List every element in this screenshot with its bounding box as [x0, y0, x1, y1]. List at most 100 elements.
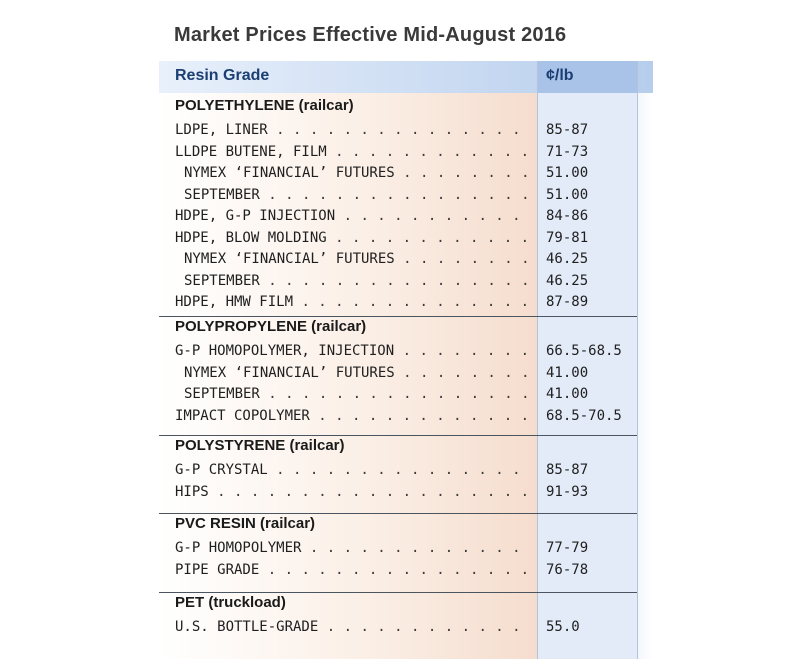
price-value: 91-93 [546, 483, 589, 500]
leader-dots: . . . . . . . . . . . . . . . . . . . . … [403, 251, 529, 267]
price-row: PIPE GRADE . . . . . . . . . . . . . . .… [159, 560, 637, 581]
row-label: IMPACT COPOLYMER . . . . . . . . . . . .… [175, 406, 529, 427]
price-row: G-P HOMOPOLYMER, INJECTION . . . . . . .… [159, 341, 637, 362]
price-value: 46.25 [546, 272, 589, 289]
price-unit-header: ¢/lb [546, 67, 574, 84]
price-value: 68.5-70.5 [546, 407, 622, 424]
resin-grade-name: SEPTEMBER [184, 186, 260, 203]
resin-grade-name: HIPS [175, 483, 209, 500]
price-value: 77-79 [546, 540, 589, 556]
leader-dots: . . . . . . . . . . . . . . . . . . . . … [267, 561, 529, 578]
price-value: 41.00 [546, 386, 589, 402]
row-label: HIPS . . . . . . . . . . . . . . . . . .… [175, 482, 529, 503]
group-title: POLYETHYLENE (railcar) [175, 97, 354, 114]
row-label: G-P HOMOPOLYMER . . . . . . . . . . . . … [175, 538, 529, 559]
table-edge-background [637, 93, 653, 659]
row-label: SEPTEMBER . . . . . . . . . . . . . . . … [184, 185, 529, 206]
price-row: NYMEX ‘FINANCIAL’ FUTURES . . . . . . . … [159, 249, 637, 270]
price-value: 85-87 [546, 122, 589, 138]
row-label: G-P HOMOPOLYMER, INJECTION . . . . . . .… [175, 341, 529, 362]
price-row: IMPACT COPOLYMER . . . . . . . . . . . .… [159, 406, 637, 427]
leader-dots: . . . . . . . . . . . . . . . . . . . . … [301, 294, 529, 310]
row-label: U.S. BOTTLE-GRADE . . . . . . . . . . . … [175, 617, 529, 638]
leader-dots: . . . . . . . . . . . . . . . . . . . . … [335, 143, 529, 160]
price-value: 51.00 [546, 165, 589, 181]
price-value: 66.5-68.5 [546, 343, 622, 359]
resin-grade-name: HDPE, BLOW MOLDING [175, 229, 327, 246]
group-title: PET (truckload) [175, 594, 286, 611]
price-row: NYMEX ‘FINANCIAL’ FUTURES . . . . . . . … [159, 363, 637, 384]
price-row: HDPE, BLOW MOLDING . . . . . . . . . . .… [159, 228, 637, 249]
row-label: NYMEX ‘FINANCIAL’ FUTURES . . . . . . . … [184, 249, 529, 270]
leader-dots: . . . . . . . . . . . . . . . . . . . . … [276, 122, 529, 138]
resin-grade-name: HDPE, G-P INJECTION [175, 208, 336, 224]
leader-dots: . . . . . . . . . . . . . . . . . . . . … [326, 619, 529, 635]
price-value: 79-81 [546, 229, 589, 246]
resin-grade-name: G-P HOMOPOLYMER, INJECTION [175, 343, 395, 359]
price-row: SEPTEMBER . . . . . . . . . . . . . . . … [159, 384, 637, 405]
price-row: G-P CRYSTAL . . . . . . . . . . . . . . … [159, 460, 637, 481]
row-label: SEPTEMBER . . . . . . . . . . . . . . . … [184, 384, 529, 405]
leader-dots: . . . . . . . . . . . . . . . . . . . . … [402, 343, 529, 359]
row-label: LDPE, LINER . . . . . . . . . . . . . . … [175, 120, 529, 141]
leader-dots: . . . . . . . . . . . . . . . . . . . . … [318, 407, 529, 424]
column-divider-right [637, 61, 638, 659]
resin-grade-header: Resin Grade [175, 67, 270, 84]
group-title: POLYPROPYLENE (railcar) [175, 318, 367, 335]
group-title: POLYSTYRENE (railcar) [175, 437, 345, 454]
price-row: HDPE, HMW FILM . . . . . . . . . . . . .… [159, 292, 637, 313]
table-header: Resin Grade ¢/lb [159, 61, 653, 93]
leader-dots: . . . . . . . . . . . . . . . . . . . . … [309, 540, 529, 556]
resin-grade-name: SEPTEMBER [184, 386, 260, 402]
price-row: SEPTEMBER . . . . . . . . . . . . . . . … [159, 271, 637, 292]
resin-grade-name: IMPACT COPOLYMER [175, 407, 310, 424]
resin-grade-name: NYMEX ‘FINANCIAL’ FUTURES [184, 364, 395, 381]
leader-dots: . . . . . . . . . . . . . . . . . . . . … [343, 208, 529, 224]
column-divider [537, 61, 538, 659]
row-label: PIPE GRADE . . . . . . . . . . . . . . .… [175, 560, 529, 581]
row-label: NYMEX ‘FINANCIAL’ FUTURES . . . . . . . … [184, 163, 529, 184]
unit-header-background [537, 61, 637, 93]
price-value: 41.00 [546, 364, 589, 381]
price-column-background [537, 93, 637, 659]
row-label: HDPE, G-P INJECTION . . . . . . . . . . … [175, 206, 529, 227]
row-label: G-P CRYSTAL . . . . . . . . . . . . . . … [175, 460, 529, 481]
price-value: 85-87 [546, 462, 589, 478]
price-value: 51.00 [546, 186, 589, 203]
resin-grade-name: LLDPE BUTENE, FILM [175, 143, 327, 160]
price-row: HDPE, G-P INJECTION . . . . . . . . . . … [159, 206, 637, 227]
leader-dots: . . . . . . . . . . . . . . . . . . . . … [335, 229, 529, 246]
leader-dots: . . . . . . . . . . . . . . . . . . . . … [403, 165, 529, 181]
section-divider [159, 513, 637, 514]
leader-dots: . . . . . . . . . . . . . . . . . . . . … [268, 186, 529, 203]
section-divider [159, 316, 637, 317]
section-divider [159, 435, 637, 436]
leader-dots: . . . . . . . . . . . . . . . . . . . . … [268, 272, 529, 289]
price-value: 46.25 [546, 251, 589, 267]
leader-dots: . . . . . . . . . . . . . . . . . . . . … [403, 364, 529, 381]
row-label: SEPTEMBER . . . . . . . . . . . . . . . … [184, 271, 529, 292]
price-row: LDPE, LINER . . . . . . . . . . . . . . … [159, 120, 637, 141]
resin-grade-name: NYMEX ‘FINANCIAL’ FUTURES [184, 251, 395, 267]
price-value: 71-73 [546, 143, 589, 160]
resin-grade-name: LDPE, LINER [175, 122, 268, 138]
resin-grade-name: PIPE GRADE [175, 561, 260, 578]
price-value: 84-86 [546, 208, 589, 224]
row-label: HDPE, HMW FILM . . . . . . . . . . . . .… [175, 292, 529, 313]
price-row: HIPS . . . . . . . . . . . . . . . . . .… [159, 482, 637, 503]
resin-grade-name: SEPTEMBER [184, 272, 260, 289]
resin-grade-name: G-P CRYSTAL [175, 462, 268, 478]
price-row: G-P HOMOPOLYMER . . . . . . . . . . . . … [159, 538, 637, 559]
row-label: NYMEX ‘FINANCIAL’ FUTURES . . . . . . . … [184, 363, 529, 384]
leader-dots: . . . . . . . . . . . . . . . . . . . . … [217, 483, 529, 500]
grade-column-background [159, 93, 537, 659]
price-value: 55.0 [546, 619, 580, 635]
row-label: LLDPE BUTENE, FILM . . . . . . . . . . .… [175, 142, 529, 163]
resin-grade-name: HDPE, HMW FILM [175, 294, 294, 310]
price-value: 76-78 [546, 561, 589, 578]
resin-grade-name: U.S. BOTTLE-GRADE [175, 619, 319, 635]
price-row: SEPTEMBER . . . . . . . . . . . . . . . … [159, 185, 637, 206]
price-value: 87-89 [546, 294, 589, 310]
leader-dots: . . . . . . . . . . . . . . . . . . . . … [268, 386, 529, 402]
section-divider [159, 592, 637, 593]
